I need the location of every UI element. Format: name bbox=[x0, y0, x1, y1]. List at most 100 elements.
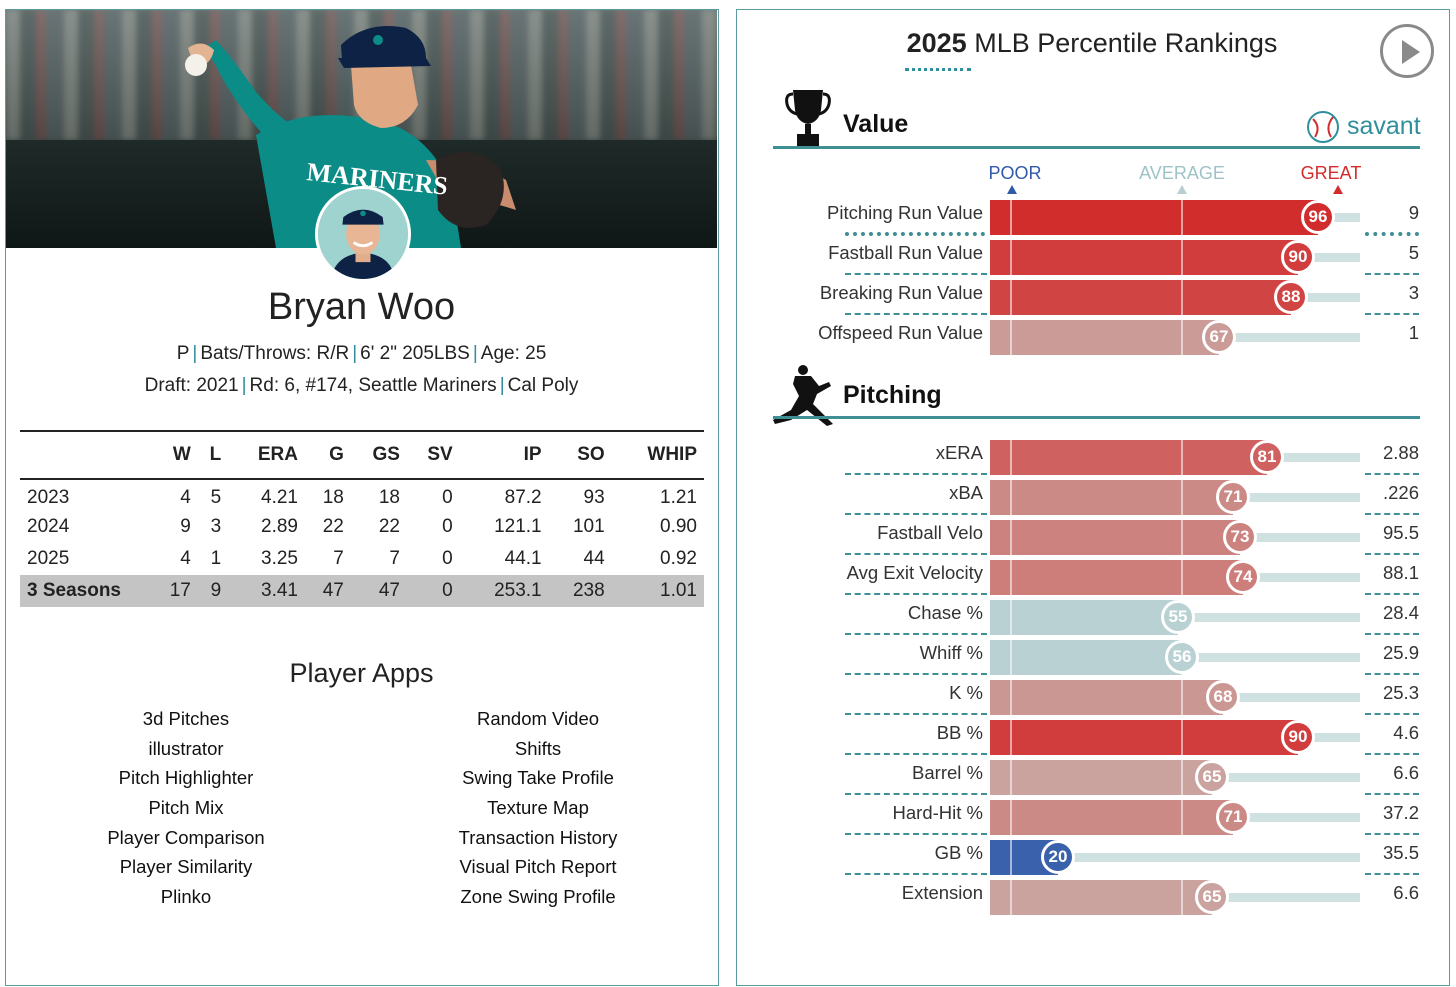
percentile-bar bbox=[990, 280, 1291, 315]
row-separator bbox=[1365, 673, 1419, 675]
app-link[interactable]: Zone Swing Profile bbox=[460, 886, 616, 908]
percentile-remainder bbox=[1058, 853, 1360, 862]
table-cell: 22 bbox=[378, 516, 400, 537]
row-separator bbox=[845, 593, 987, 595]
table-cell: 44.1 bbox=[504, 548, 542, 569]
percentile-track: 96 bbox=[990, 200, 1360, 235]
hero-photo: MARINERS bbox=[6, 10, 717, 248]
percentile-track: 73 bbox=[990, 520, 1360, 555]
metric-row: Extension 65 6.6 bbox=[737, 875, 1451, 915]
app-link[interactable]: Pitch Highlighter bbox=[118, 767, 254, 789]
player-apps-list-right: Random Video Shifts Swing Take Profile Text… bbox=[373, 704, 703, 912]
percentile-remainder bbox=[1233, 813, 1360, 822]
percentile-gridline bbox=[1010, 720, 1012, 755]
app-link[interactable]: Player Comparison bbox=[107, 826, 265, 848]
percentile-track: 88 bbox=[990, 280, 1360, 315]
table-cell: 4 bbox=[180, 486, 191, 508]
percentile-gridline bbox=[1181, 440, 1183, 475]
percentile-badge[interactable]: 55 bbox=[1161, 600, 1195, 634]
metric-value: 95.5 bbox=[1382, 522, 1419, 543]
percentile-badge[interactable]: 68 bbox=[1206, 680, 1240, 714]
percentile-badge[interactable]: 71 bbox=[1216, 480, 1250, 514]
percentile-badge[interactable]: 56 bbox=[1165, 640, 1199, 674]
row-separator bbox=[1365, 313, 1419, 315]
metric-row: Barrel % 65 6.6 bbox=[737, 755, 1451, 795]
player-apps-title: Player Apps bbox=[289, 658, 434, 688]
app-link[interactable]: Plinko bbox=[160, 886, 212, 908]
player-school: Cal Poly bbox=[507, 375, 579, 396]
app-link[interactable]: illustrator bbox=[148, 737, 224, 759]
percentile-bar bbox=[990, 480, 1233, 515]
percentile-gridline bbox=[1181, 200, 1183, 235]
section-title-value: Value bbox=[843, 110, 909, 138]
row-separator bbox=[1365, 873, 1419, 875]
metric-label: Pitching Run Value bbox=[827, 202, 983, 223]
percentile-badge[interactable]: 65 bbox=[1195, 760, 1229, 794]
metric-row: K % 68 25.3 bbox=[737, 675, 1451, 715]
app-link[interactable]: Visual Pitch Report bbox=[459, 856, 617, 878]
app-link[interactable]: 3d Pitches bbox=[142, 708, 230, 729]
player-age: Age: 25 bbox=[480, 343, 547, 364]
percentile-remainder bbox=[1178, 613, 1360, 622]
pitcher-icon bbox=[773, 365, 833, 426]
stats-header-cell: GS bbox=[372, 444, 400, 465]
percentile-badge[interactable]: 65 bbox=[1195, 880, 1229, 914]
app-link[interactable]: Player Similarity bbox=[119, 856, 253, 878]
table-cell: 121.1 bbox=[494, 516, 542, 537]
percentile-badge[interactable]: 74 bbox=[1226, 560, 1260, 594]
percentile-remainder bbox=[1298, 253, 1360, 262]
percentile-badge[interactable]: 73 bbox=[1223, 520, 1257, 554]
percentile-badge[interactable]: 20 bbox=[1041, 840, 1075, 874]
metric-row: Fastball Run Value 90 5 bbox=[737, 235, 1451, 275]
percentile-badge[interactable]: 90 bbox=[1281, 720, 1315, 754]
percentile-gridline bbox=[1010, 440, 1012, 475]
player-draft-line: Draft: 2021 | Rd: 6, #174, Seattle Mariner… bbox=[144, 375, 579, 396]
table-row: 2025 4 1 3.25 7 7 0 44.1 44 0.92 bbox=[20, 543, 704, 575]
table-cell: 4 bbox=[180, 548, 191, 569]
savant-brand[interactable]: savant bbox=[1347, 112, 1421, 140]
table-cell: 1.21 bbox=[660, 486, 697, 508]
row-separator bbox=[845, 232, 985, 236]
percentile-gridline bbox=[1010, 200, 1012, 235]
app-link[interactable]: Pitch Mix bbox=[148, 797, 224, 819]
row-separator bbox=[845, 553, 987, 555]
percentile-badge[interactable]: 90 bbox=[1281, 240, 1315, 274]
metric-value: 1 bbox=[1408, 322, 1419, 343]
percentile-bar bbox=[990, 520, 1240, 555]
percentile-badge[interactable]: 81 bbox=[1250, 440, 1284, 474]
percentile-gridline bbox=[1181, 480, 1183, 515]
percentile-remainder bbox=[1298, 733, 1360, 742]
row-separator bbox=[845, 473, 987, 475]
baseball-icon bbox=[1307, 111, 1339, 143]
percentile-track: 74 bbox=[990, 560, 1360, 595]
percentile-track: 81 bbox=[990, 440, 1360, 475]
percentile-badge[interactable]: 71 bbox=[1216, 800, 1250, 834]
app-link[interactable]: Shifts bbox=[514, 737, 562, 759]
app-link[interactable]: Transaction History bbox=[458, 826, 618, 848]
metric-label: Fastball Velo bbox=[877, 522, 983, 543]
metric-label: Hard-Hit % bbox=[892, 802, 983, 823]
percentile-gridline bbox=[1010, 240, 1012, 275]
percentile-track: 55 bbox=[990, 600, 1360, 635]
app-link[interactable]: Texture Map bbox=[487, 797, 589, 819]
percentile-gridline bbox=[1181, 240, 1183, 275]
metric-row: BB % 90 4.6 bbox=[737, 715, 1451, 755]
table-cell: 18 bbox=[322, 486, 344, 508]
percentile-gridline bbox=[1181, 720, 1183, 755]
percentile-bar bbox=[990, 600, 1178, 635]
metric-label: xBA bbox=[949, 482, 983, 503]
percentile-badge[interactable]: 67 bbox=[1202, 320, 1236, 354]
app-link[interactable]: Random Video bbox=[476, 708, 600, 729]
percentile-badge[interactable]: 88 bbox=[1274, 280, 1308, 314]
percentile-gridline bbox=[1181, 560, 1183, 595]
table-cell: 238 bbox=[548, 575, 612, 607]
metric-value: .226 bbox=[1382, 482, 1419, 503]
app-link[interactable]: Swing Take Profile bbox=[462, 767, 614, 789]
table-cell: 44 bbox=[583, 548, 605, 569]
percentile-badge[interactable]: 96 bbox=[1301, 200, 1335, 234]
percentile-track: 56 bbox=[990, 640, 1360, 675]
table-cell: 2023 bbox=[27, 486, 70, 508]
metric-value: 4.6 bbox=[1393, 722, 1419, 743]
table-row: 2024 9 3 2.89 22 22 0 121.1 101 0.90 bbox=[20, 511, 704, 543]
play-button[interactable] bbox=[1380, 24, 1434, 78]
